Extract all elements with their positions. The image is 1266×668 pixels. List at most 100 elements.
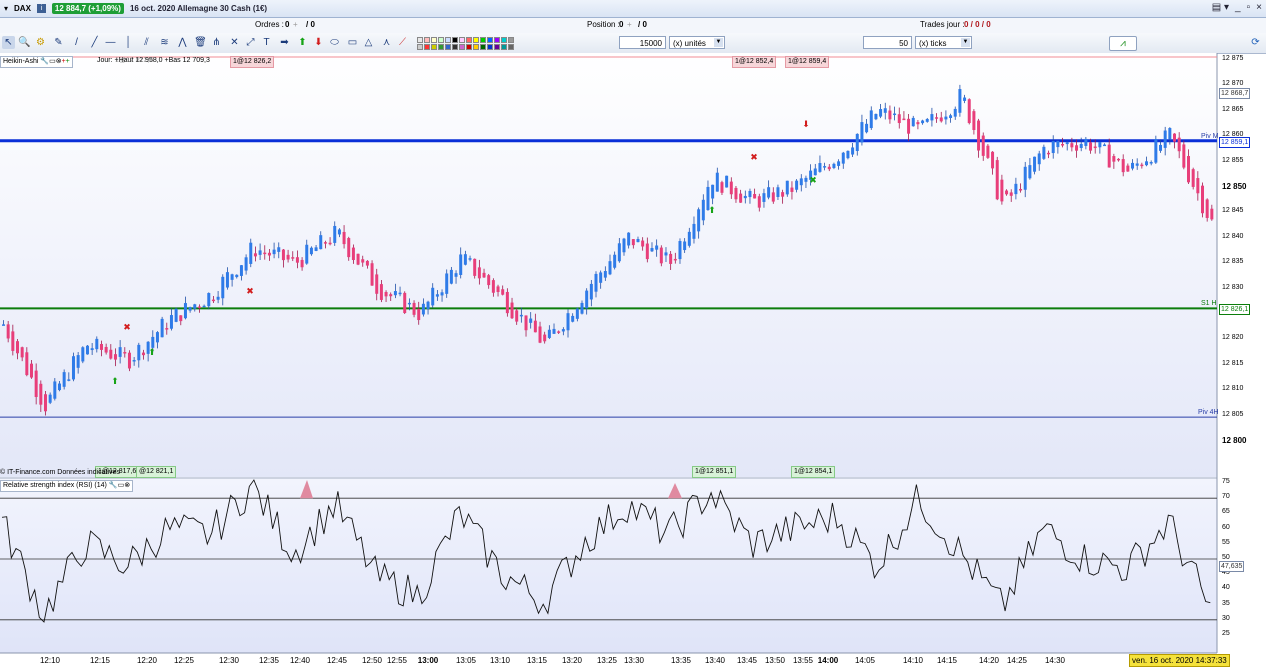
candle-body bbox=[1187, 156, 1191, 183]
fibonacci-icon[interactable]: ≋ bbox=[160, 37, 169, 48]
restore-icon[interactable]: ▫ bbox=[1246, 2, 1251, 13]
swatch-charcoal[interactable] bbox=[452, 44, 458, 50]
swatch-gold[interactable] bbox=[473, 44, 479, 50]
time-tick-label: 12:40 bbox=[289, 656, 311, 665]
layout-menu-icon[interactable]: ▤ ▾ bbox=[1211, 2, 1230, 13]
channel-icon[interactable]: ⫽ bbox=[144, 37, 149, 48]
swatch-purple[interactable] bbox=[494, 44, 500, 50]
triangle-icon[interactable]: △ bbox=[364, 37, 373, 48]
swatch-white[interactable] bbox=[417, 37, 423, 43]
candle-body bbox=[53, 381, 57, 399]
swatch-grey-2[interactable] bbox=[417, 44, 423, 50]
refresh-icon[interactable]: ⟳ bbox=[1251, 37, 1260, 48]
gann-icon[interactable]: ⟋ bbox=[399, 37, 406, 48]
swatch-darkgreen[interactable] bbox=[480, 44, 486, 50]
candle-body bbox=[776, 187, 780, 197]
maximize-icon[interactable]: ▭ bbox=[49, 58, 56, 65]
vertical-line-icon[interactable]: │ bbox=[125, 37, 132, 48]
swatch-yellow[interactable] bbox=[473, 37, 479, 43]
order-tag[interactable]: @12 821,1 bbox=[136, 466, 177, 478]
swatch-cyan[interactable] bbox=[501, 37, 507, 43]
swatch-slate[interactable] bbox=[508, 44, 514, 50]
minimize-icon[interactable]: _ bbox=[1235, 2, 1241, 13]
swatch-salmon[interactable] bbox=[466, 37, 472, 43]
candle-body bbox=[305, 244, 309, 264]
candle-body bbox=[907, 118, 911, 134]
order-tag[interactable]: 1@12 859,4 bbox=[785, 56, 830, 68]
swatch-olive[interactable] bbox=[431, 44, 437, 50]
quantity-unit-select[interactable]: (x) unités ▼ bbox=[669, 36, 725, 49]
swatch-teal[interactable] bbox=[501, 44, 507, 50]
swatch-crimson[interactable] bbox=[466, 44, 472, 50]
arrow-right-icon[interactable]: ➡ bbox=[280, 37, 289, 48]
swatch-black[interactable] bbox=[452, 37, 458, 43]
candle-body bbox=[771, 192, 775, 202]
ticks-input[interactable]: 50 bbox=[863, 36, 912, 49]
order-tag[interactable]: 1@12 851,1 bbox=[692, 466, 737, 478]
close-icon[interactable]: × bbox=[1256, 2, 1262, 13]
rsi-panel-title[interactable]: Relative strength index (RSI) (14) 🔧▭⊗ bbox=[0, 480, 134, 492]
ellipse-icon[interactable]: ⬭ bbox=[330, 37, 339, 48]
arrow-down-icon[interactable]: ⬇ bbox=[314, 37, 323, 48]
swatch-navy[interactable] bbox=[487, 44, 493, 50]
line-icon[interactable]: / bbox=[75, 37, 78, 48]
position-add-icon[interactable]: + bbox=[627, 20, 632, 29]
candle-body bbox=[11, 331, 15, 351]
swatch-orchid[interactable] bbox=[459, 44, 465, 50]
chart-type-icon[interactable]: ⩘ bbox=[1109, 36, 1137, 51]
swatch-mint[interactable] bbox=[438, 37, 444, 43]
scale-icon[interactable]: ⤢ bbox=[246, 37, 255, 48]
wrench-icon[interactable]: 🔧 bbox=[40, 58, 50, 65]
order-tag[interactable]: 1@12 854,1 bbox=[791, 466, 836, 478]
zoom-icon[interactable]: 🔍 bbox=[18, 37, 31, 48]
ticks-unit-select[interactable]: (x) ticks ▼ bbox=[915, 36, 972, 49]
chart-area[interactable]: ⬆ ⬆ ⬆ ⬇ ✖ ✖ ✖ ✖ bbox=[0, 53, 1266, 668]
magnet-icon[interactable]: ⋔ bbox=[212, 37, 221, 48]
candle-body bbox=[225, 272, 229, 288]
swatch-green[interactable] bbox=[480, 37, 486, 43]
candle-body bbox=[99, 344, 103, 350]
pitchfork-icon[interactable]: ⋏ bbox=[382, 37, 391, 48]
ray-icon[interactable]: ╱ bbox=[91, 37, 98, 48]
swatch-grey[interactable] bbox=[508, 37, 514, 43]
gear-icon[interactable]: ⚙ bbox=[36, 37, 45, 48]
candle-body bbox=[459, 254, 463, 275]
fan-icon[interactable]: ⋀ bbox=[178, 37, 187, 48]
text-icon[interactable]: T bbox=[263, 37, 270, 48]
candle-body bbox=[673, 258, 677, 261]
swatch-red[interactable] bbox=[424, 44, 430, 50]
order-tag[interactable]: 1@12 852,4 bbox=[732, 56, 777, 68]
cursor-icon[interactable]: ↖ bbox=[2, 36, 15, 49]
buy-arrow-icon: ⬆ bbox=[148, 347, 156, 357]
order-tag[interactable]: 1@12 817,6 bbox=[95, 466, 140, 478]
swatch-royal[interactable] bbox=[445, 44, 451, 50]
swatch-sky[interactable] bbox=[445, 37, 451, 43]
arrow-up-icon[interactable]: ⬆ bbox=[298, 37, 307, 48]
close-icon[interactable]: ⊗ bbox=[55, 58, 62, 65]
last-value-box: 12 868,7 bbox=[1219, 88, 1251, 99]
close-icon[interactable]: ⊗ bbox=[124, 482, 131, 489]
pencil-icon[interactable]: ✎ bbox=[54, 37, 63, 48]
swatch-violet[interactable] bbox=[494, 37, 500, 43]
rectangle-icon[interactable]: ▭ bbox=[347, 37, 358, 48]
info-icon[interactable]: i bbox=[36, 4, 46, 13]
swatch-lilac[interactable] bbox=[459, 37, 465, 43]
quantity-input[interactable]: 15000 bbox=[619, 36, 666, 49]
order-tag[interactable]: 1@12 826,2 bbox=[230, 56, 275, 68]
orders-add-icon[interactable]: + bbox=[293, 20, 298, 29]
candle-body bbox=[319, 235, 323, 250]
trash-icon[interactable]: 🗑 bbox=[194, 37, 207, 48]
swatch-blue[interactable] bbox=[487, 37, 493, 43]
add-icon[interactable]: + bbox=[65, 58, 70, 65]
swatch-cream[interactable] bbox=[431, 37, 437, 43]
horizontal-line-icon[interactable]: — bbox=[105, 37, 116, 48]
wrench-icon[interactable]: 🔧 bbox=[108, 482, 118, 489]
maximize-icon[interactable]: ▭ bbox=[117, 482, 125, 489]
collapse-icon[interactable]: ▾ bbox=[4, 4, 9, 13]
swatch-forest[interactable] bbox=[438, 44, 444, 50]
cross-icon[interactable]: ✕ bbox=[230, 37, 239, 48]
swatch-pink[interactable] bbox=[424, 37, 430, 43]
time-tick-label: 12:10 bbox=[39, 656, 61, 665]
price-panel-title[interactable]: Heikin-Ashi 🔧▭⊗++ bbox=[0, 56, 73, 68]
add-icon[interactable]: + bbox=[61, 58, 66, 65]
